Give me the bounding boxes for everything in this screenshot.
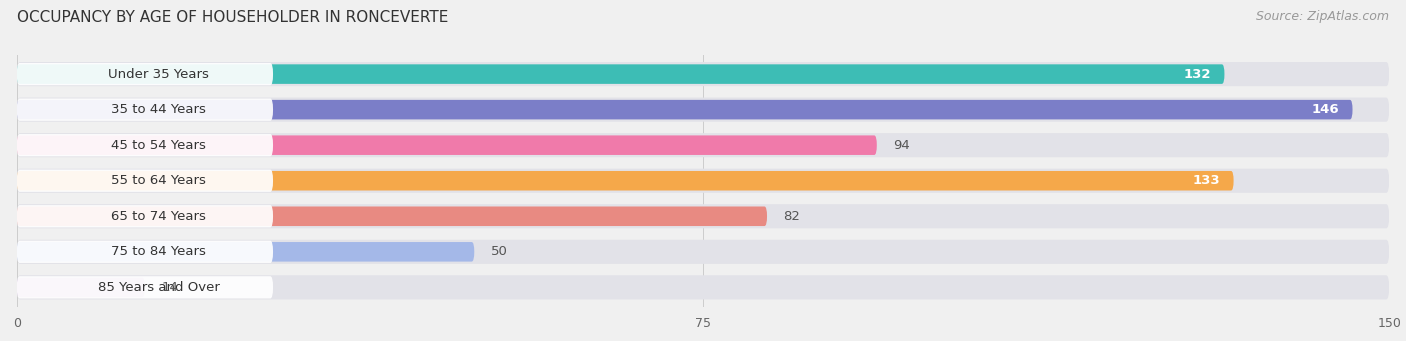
Text: 45 to 54 Years: 45 to 54 Years <box>111 139 207 152</box>
Text: 94: 94 <box>893 139 910 152</box>
FancyBboxPatch shape <box>17 64 1225 84</box>
Text: Source: ZipAtlas.com: Source: ZipAtlas.com <box>1256 10 1389 23</box>
FancyBboxPatch shape <box>17 207 768 226</box>
Text: OCCUPANCY BY AGE OF HOUSEHOLDER IN RONCEVERTE: OCCUPANCY BY AGE OF HOUSEHOLDER IN RONCE… <box>17 10 449 25</box>
FancyBboxPatch shape <box>17 278 145 297</box>
Text: 75 to 84 Years: 75 to 84 Years <box>111 245 207 258</box>
FancyBboxPatch shape <box>17 98 1389 122</box>
FancyBboxPatch shape <box>17 240 1389 264</box>
FancyBboxPatch shape <box>17 135 877 155</box>
Text: 82: 82 <box>783 210 800 223</box>
Text: Under 35 Years: Under 35 Years <box>108 68 209 80</box>
FancyBboxPatch shape <box>17 99 273 121</box>
FancyBboxPatch shape <box>17 276 273 298</box>
Text: 65 to 74 Years: 65 to 74 Years <box>111 210 207 223</box>
Text: 35 to 44 Years: 35 to 44 Years <box>111 103 207 116</box>
Text: 146: 146 <box>1312 103 1339 116</box>
Text: 133: 133 <box>1192 174 1220 187</box>
FancyBboxPatch shape <box>17 100 1353 119</box>
Text: 55 to 64 Years: 55 to 64 Years <box>111 174 207 187</box>
FancyBboxPatch shape <box>17 241 273 263</box>
Text: 85 Years and Over: 85 Years and Over <box>98 281 219 294</box>
FancyBboxPatch shape <box>17 62 1389 86</box>
FancyBboxPatch shape <box>17 205 273 227</box>
Text: 50: 50 <box>491 245 508 258</box>
FancyBboxPatch shape <box>17 171 1233 191</box>
FancyBboxPatch shape <box>17 242 474 262</box>
FancyBboxPatch shape <box>17 275 1389 299</box>
FancyBboxPatch shape <box>17 169 273 192</box>
Text: 14: 14 <box>162 281 179 294</box>
FancyBboxPatch shape <box>17 169 1389 193</box>
Text: 132: 132 <box>1184 68 1211 80</box>
FancyBboxPatch shape <box>17 134 273 156</box>
FancyBboxPatch shape <box>17 63 273 85</box>
FancyBboxPatch shape <box>17 204 1389 228</box>
FancyBboxPatch shape <box>17 133 1389 157</box>
